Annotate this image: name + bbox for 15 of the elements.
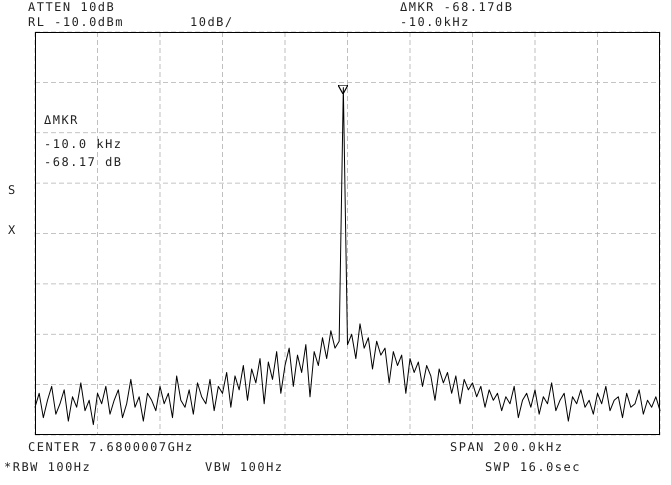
text: RL -10.0dBm <box>28 15 124 29</box>
text: CENTER 7.6800007GHz <box>28 440 194 454</box>
annotation: ΔMKR <box>44 113 79 127</box>
annotation: -10.0 kHz <box>44 137 123 151</box>
text: S <box>8 183 17 197</box>
text: ATTEN 10dB <box>28 0 116 14</box>
text: -10.0kHz <box>400 15 470 29</box>
text: SPAN 200.0kHz <box>450 440 564 454</box>
annotation: -68.17 dB <box>44 155 123 169</box>
text: *RBW 100Hz <box>4 460 92 474</box>
text: VBW 100Hz <box>205 460 284 474</box>
text: X <box>8 223 17 237</box>
text: ΔMKR -68.17dB <box>400 0 514 14</box>
text: 10dB/ <box>190 15 234 29</box>
text: SWP 16.0sec <box>485 460 581 474</box>
